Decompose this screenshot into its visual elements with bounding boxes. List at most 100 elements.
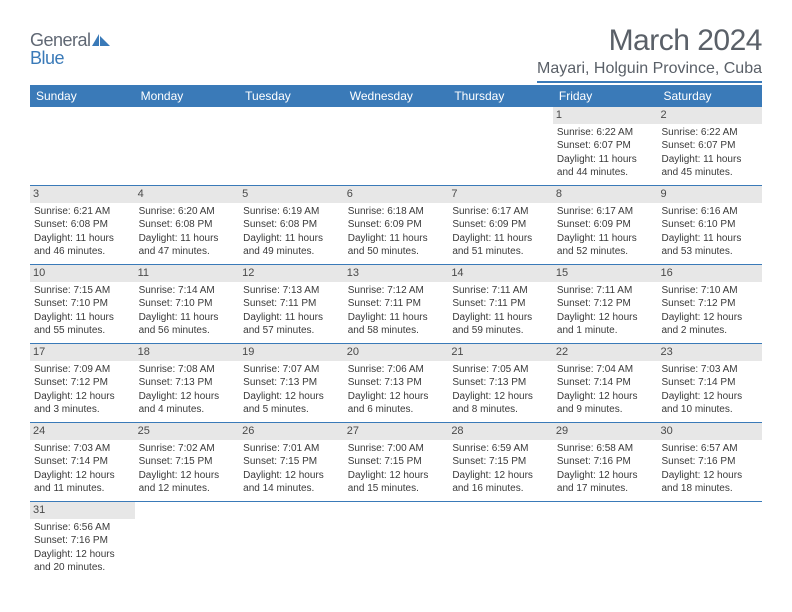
week-row: 10 Sunrise: 7:15 AMSunset: 7:10 PMDayligh…	[30, 265, 762, 344]
day-cell	[135, 107, 240, 185]
day-details: Sunrise: 6:17 AMSunset: 6:09 PMDaylight:…	[557, 205, 654, 259]
logo: General	[30, 24, 114, 51]
day-details: Sunrise: 7:05 AMSunset: 7:13 PMDaylight:…	[452, 363, 549, 417]
day-number: 13	[344, 265, 449, 282]
day-details: Sunrise: 7:07 AMSunset: 7:13 PMDaylight:…	[243, 363, 340, 417]
day-cell: 28 Sunrise: 6:59 AMSunset: 7:15 PMDayligh…	[448, 423, 553, 501]
day-number: 5	[239, 186, 344, 203]
day-number: 20	[344, 344, 449, 361]
day-details: Sunrise: 6:58 AMSunset: 7:16 PMDaylight:…	[557, 442, 654, 496]
day-cell: 20 Sunrise: 7:06 AMSunset: 7:13 PMDayligh…	[344, 344, 449, 422]
day-number: 31	[30, 502, 135, 519]
day-details: Sunrise: 7:06 AMSunset: 7:13 PMDaylight:…	[348, 363, 445, 417]
weekday-header: Monday	[135, 85, 240, 107]
day-details: Sunrise: 7:02 AMSunset: 7:15 PMDaylight:…	[139, 442, 236, 496]
day-number: 7	[448, 186, 553, 203]
day-details: Sunrise: 7:01 AMSunset: 7:15 PMDaylight:…	[243, 442, 340, 496]
day-cell: 24 Sunrise: 7:03 AMSunset: 7:14 PMDayligh…	[30, 423, 135, 501]
weekday-header-row: SundayMondayTuesdayWednesdayThursdayFrid…	[30, 85, 762, 107]
day-cell: 29 Sunrise: 6:58 AMSunset: 7:16 PMDayligh…	[553, 423, 658, 501]
day-details: Sunrise: 7:10 AMSunset: 7:12 PMDaylight:…	[661, 284, 758, 338]
day-number: 10	[30, 265, 135, 282]
day-cell	[344, 107, 449, 185]
day-details: Sunrise: 7:00 AMSunset: 7:15 PMDaylight:…	[348, 442, 445, 496]
day-cell: 4Sunrise: 6:20 AMSunset: 6:08 PMDaylight…	[135, 186, 240, 264]
day-cell: 14 Sunrise: 7:11 AMSunset: 7:11 PMDayligh…	[448, 265, 553, 343]
day-details: Sunrise: 7:14 AMSunset: 7:10 PMDaylight:…	[139, 284, 236, 338]
day-cell: 23 Sunrise: 7:03 AMSunset: 7:14 PMDayligh…	[657, 344, 762, 422]
day-cell	[239, 502, 344, 580]
day-details: Sunrise: 7:03 AMSunset: 7:14 PMDaylight:…	[661, 363, 758, 417]
day-number: 27	[344, 423, 449, 440]
day-cell: 10 Sunrise: 7:15 AMSunset: 7:10 PMDayligh…	[30, 265, 135, 343]
day-cell: 8 Sunrise: 6:17 AMSunset: 6:09 PMDaylight…	[553, 186, 658, 264]
day-details: Sunrise: 6:19 AMSunset: 6:08 PMDaylight:…	[243, 205, 340, 259]
day-number: 9	[657, 186, 762, 203]
day-number: 25	[135, 423, 240, 440]
day-number: 22	[553, 344, 658, 361]
day-number: 24	[30, 423, 135, 440]
day-cell	[657, 502, 762, 580]
day-number: 28	[448, 423, 553, 440]
day-details: Sunrise: 7:08 AMSunset: 7:13 PMDaylight:…	[139, 363, 236, 417]
day-cell: 9Sunrise: 6:16 AMSunset: 6:10 PMDaylight…	[657, 186, 762, 264]
day-number: 23	[657, 344, 762, 361]
day-details: Sunrise: 6:57 AMSunset: 7:16 PMDaylight:…	[661, 442, 758, 496]
day-number: 11	[135, 265, 240, 282]
day-number: 16	[657, 265, 762, 282]
day-number: 30	[657, 423, 762, 440]
location-text: Mayari, Holguin Province, Cuba	[537, 60, 762, 83]
weekday-header: Sunday	[30, 85, 135, 107]
day-number: 21	[448, 344, 553, 361]
day-cell: 25 Sunrise: 7:02 AMSunset: 7:15 PMDayligh…	[135, 423, 240, 501]
day-details: Sunrise: 6:59 AMSunset: 7:15 PMDaylight:…	[452, 442, 549, 496]
day-number: 6	[344, 186, 449, 203]
day-cell: 12Sunrise: 7:13 AMSunset: 7:11 PMDayligh…	[239, 265, 344, 343]
sail-icon	[90, 33, 112, 47]
day-cell	[135, 502, 240, 580]
day-cell: 6Sunrise: 6:18 AMSunset: 6:09 PMDaylight…	[344, 186, 449, 264]
day-cell: 17 Sunrise: 7:09 AMSunset: 7:12 PMDayligh…	[30, 344, 135, 422]
day-details: Sunrise: 6:20 AMSunset: 6:08 PMDaylight:…	[139, 205, 236, 259]
week-row: 1Sunrise: 6:22 AMSunset: 6:07 PMDaylight…	[30, 107, 762, 186]
day-cell: 3 Sunrise: 6:21 AMSunset: 6:08 PMDaylight…	[30, 186, 135, 264]
day-number: 19	[239, 344, 344, 361]
day-details: Sunrise: 7:11 AMSunset: 7:12 PMDaylight:…	[557, 284, 654, 338]
day-number: 15	[553, 265, 658, 282]
day-number: 12	[239, 265, 344, 282]
day-cell: 21 Sunrise: 7:05 AMSunset: 7:13 PMDayligh…	[448, 344, 553, 422]
day-cell: 15 Sunrise: 7:11 AMSunset: 7:12 PMDayligh…	[553, 265, 658, 343]
day-number: 14	[448, 265, 553, 282]
day-number: 8	[553, 186, 658, 203]
day-details: Sunrise: 6:22 AMSunset: 6:07 PMDaylight:…	[661, 126, 758, 180]
day-details: Sunrise: 6:21 AMSunset: 6:08 PMDaylight:…	[34, 205, 131, 259]
day-number: 29	[553, 423, 658, 440]
calendar: SundayMondayTuesdayWednesdayThursdayFrid…	[30, 85, 762, 580]
day-details: Sunrise: 7:03 AMSunset: 7:14 PMDaylight:…	[34, 442, 131, 496]
day-number: 26	[239, 423, 344, 440]
day-cell	[30, 107, 135, 185]
day-cell: 31Sunrise: 6:56 AMSunset: 7:16 PMDayligh…	[30, 502, 135, 580]
day-number: 17	[30, 344, 135, 361]
day-cell: 11 Sunrise: 7:14 AMSunset: 7:10 PMDayligh…	[135, 265, 240, 343]
day-cell: 2 Sunrise: 6:22 AMSunset: 6:07 PMDaylight…	[657, 107, 762, 185]
day-cell: 16 Sunrise: 7:10 AMSunset: 7:12 PMDayligh…	[657, 265, 762, 343]
day-number: 1	[553, 107, 658, 124]
day-details: Sunrise: 7:12 AMSunset: 7:11 PMDaylight:…	[348, 284, 445, 338]
day-number: 3	[30, 186, 135, 203]
day-cell: 19 Sunrise: 7:07 AMSunset: 7:13 PMDayligh…	[239, 344, 344, 422]
day-cell	[239, 107, 344, 185]
logo-text-blue: Blue	[30, 48, 64, 68]
day-cell	[448, 107, 553, 185]
day-details: Sunrise: 7:09 AMSunset: 7:12 PMDaylight:…	[34, 363, 131, 417]
day-cell: 5 Sunrise: 6:19 AMSunset: 6:08 PMDaylight…	[239, 186, 344, 264]
day-cell: 18Sunrise: 7:08 AMSunset: 7:13 PMDayligh…	[135, 344, 240, 422]
week-row: 31Sunrise: 6:56 AMSunset: 7:16 PMDayligh…	[30, 502, 762, 580]
day-details: Sunrise: 7:11 AMSunset: 7:11 PMDaylight:…	[452, 284, 549, 338]
day-details: Sunrise: 6:17 AMSunset: 6:09 PMDaylight:…	[452, 205, 549, 259]
day-number: 2	[657, 107, 762, 124]
weekday-header: Saturday	[657, 85, 762, 107]
weekday-header: Wednesday	[344, 85, 449, 107]
day-cell: 7 Sunrise: 6:17 AMSunset: 6:09 PMDaylight…	[448, 186, 553, 264]
day-details: Sunrise: 7:15 AMSunset: 7:10 PMDaylight:…	[34, 284, 131, 338]
